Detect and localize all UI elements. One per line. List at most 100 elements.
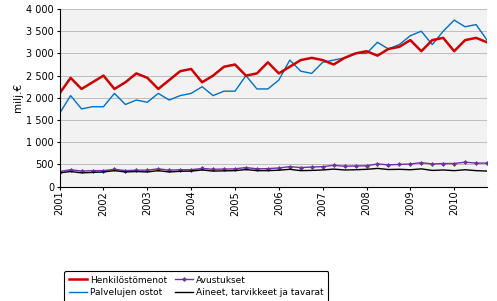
Aineet, tarvikkeet ja tavarat [89,171,95,174]
Palvelujen ostot [144,101,150,104]
Henkilöstömenot [287,65,293,69]
Avustukset [276,166,282,170]
Avustukset [265,167,271,170]
Aineet, tarvikkeet ja tavarat [276,168,282,172]
Aineet, tarvikkeet ja tavarat [298,169,304,172]
Henkilöstömenot [232,63,238,66]
Avustukset [199,167,205,170]
Avustukset [352,164,358,168]
Palvelujen ostot [363,52,369,55]
Henkilöstömenot [320,58,326,62]
Henkilöstömenot [331,63,336,66]
Avustukset [144,168,150,172]
Palvelujen ostot [440,29,446,33]
Aineet, tarvikkeet ja tavarat [265,169,271,172]
Aineet, tarvikkeet ja tavarat [473,169,479,172]
Henkilöstömenot [418,49,424,53]
Henkilöstömenot [57,92,63,95]
Avustukset [386,163,392,167]
Henkilöstömenot [122,80,128,84]
Henkilöstömenot [89,80,95,84]
Aineet, tarvikkeet ja tavarat [309,169,315,172]
Legend: Henkilöstömenot, Palvelujen ostot, Avustukset, Aineet, tarvikkeet ja tavarat: Henkilöstömenot, Palvelujen ostot, Avust… [64,271,329,301]
Palvelujen ostot [408,34,414,37]
Avustukset [232,167,238,171]
Palvelujen ostot [79,107,84,111]
Aineet, tarvikkeet ja tavarat [133,170,139,173]
Aineet, tarvikkeet ja tavarat [221,169,227,173]
Aineet, tarvikkeet ja tavarat [462,168,468,172]
Palvelujen ostot [287,58,293,62]
Aineet, tarvikkeet ja tavarat [79,171,84,175]
Avustukset [484,161,490,165]
Palvelujen ostot [276,78,282,82]
Avustukset [155,167,161,171]
Palvelujen ostot [462,25,468,29]
Henkilöstömenot [133,72,139,75]
Avustukset [221,167,227,171]
Palvelujen ostot [166,98,172,102]
Aineet, tarvikkeet ja tavarat [100,170,106,174]
Palvelujen ostot [374,41,380,44]
Palvelujen ostot [386,47,392,51]
Henkilöstömenot [254,72,260,75]
Henkilöstömenot [363,49,369,53]
Avustukset [320,165,326,169]
Henkilöstömenot [374,54,380,57]
Avustukset [397,163,403,166]
Henkilöstömenot [462,38,468,42]
Line: Avustukset: Avustukset [58,160,489,173]
Avustukset [243,166,249,169]
Avustukset [309,165,315,169]
Aineet, tarvikkeet ja tavarat [341,168,347,172]
Aineet, tarvikkeet ja tavarat [254,169,260,172]
Aineet, tarvikkeet ja tavarat [111,169,117,172]
Avustukset [166,168,172,172]
Palvelujen ostot [309,72,315,75]
Avustukset [363,164,369,168]
Henkilöstömenot [166,78,172,82]
Aineet, tarvikkeet ja tavarat [418,167,424,171]
Avustukset [440,162,446,165]
Palvelujen ostot [232,89,238,93]
Palvelujen ostot [122,103,128,106]
Henkilöstömenot [473,36,479,40]
Avustukset [68,168,74,172]
Palvelujen ostot [331,58,336,62]
Henkilöstömenot [440,36,446,40]
Palvelujen ostot [298,70,304,73]
Palvelujen ostot [418,29,424,33]
Palvelujen ostot [429,43,435,46]
Aineet, tarvikkeet ja tavarat [243,168,249,171]
Aineet, tarvikkeet ja tavarat [363,167,369,171]
Henkilöstömenot [408,38,414,42]
Henkilöstömenot [243,74,249,77]
Palvelujen ostot [188,92,194,95]
Palvelujen ostot [221,89,227,93]
Henkilöstömenot [341,56,347,60]
Palvelujen ostot [100,105,106,109]
Palvelujen ostot [265,87,271,91]
Aineet, tarvikkeet ja tavarat [177,169,183,173]
Palvelujen ostot [68,94,74,98]
Henkilöstömenot [298,58,304,62]
Avustukset [133,168,139,172]
Henkilöstömenot [451,49,457,53]
Henkilöstömenot [111,87,117,91]
Palvelujen ostot [451,18,457,22]
Aineet, tarvikkeet ja tavarat [199,168,205,172]
Henkilöstömenot [68,76,74,80]
Avustukset [89,169,95,172]
Avustukset [429,162,435,166]
Line: Henkilöstömenot: Henkilöstömenot [60,38,487,93]
Henkilöstömenot [199,80,205,84]
Palvelujen ostot [320,61,326,64]
Palvelujen ostot [254,87,260,91]
Aineet, tarvikkeet ja tavarat [386,168,392,171]
Henkilöstömenot [265,61,271,64]
Aineet, tarvikkeet ja tavarat [210,169,216,173]
Palvelujen ostot [133,98,139,102]
Aineet, tarvikkeet ja tavarat [440,168,446,172]
Aineet, tarvikkeet ja tavarat [397,167,403,171]
Palvelujen ostot [89,105,95,109]
